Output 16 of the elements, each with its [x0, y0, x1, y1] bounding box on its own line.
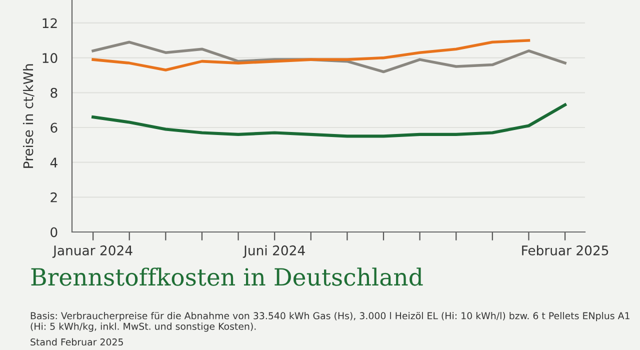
text: Basis: Verbraucherpreise für die Abnahme von 33.540 kWh Gas (Hs), 3.000 l Heizöl EL (Hi: 10 kWh/l) bzw. 6 t Pellets ENplus A1 (Hi: 5 kWh/kg, inkl. MwSt. und sonstige Kosten).	[30, 312, 630, 332]
y-tick-label: 10	[42, 53, 58, 64]
text: Brennstoffkosten in Deutschland	[31, 268, 423, 286]
y-tick-label: 12	[42, 18, 57, 28]
text: Stand Februar 2025	[30, 338, 123, 346]
x-tick-label: Januar 2024	[52, 245, 132, 258]
y-tick-label: 0	[50, 227, 58, 238]
line-series	[92, 39, 530, 72]
x-tick-label: Juni 2024	[242, 245, 305, 258]
x-tick-label: Februar 2025	[522, 245, 608, 256]
y-tick-label: 2	[50, 192, 57, 202]
y-tick-label: 4	[50, 158, 58, 168]
y-tick-label: 8	[50, 88, 58, 98]
y-tick-label: 6	[50, 122, 58, 133]
y-axis-title: Preise in ct/kWh	[22, 64, 34, 168]
line-series	[92, 103, 567, 138]
